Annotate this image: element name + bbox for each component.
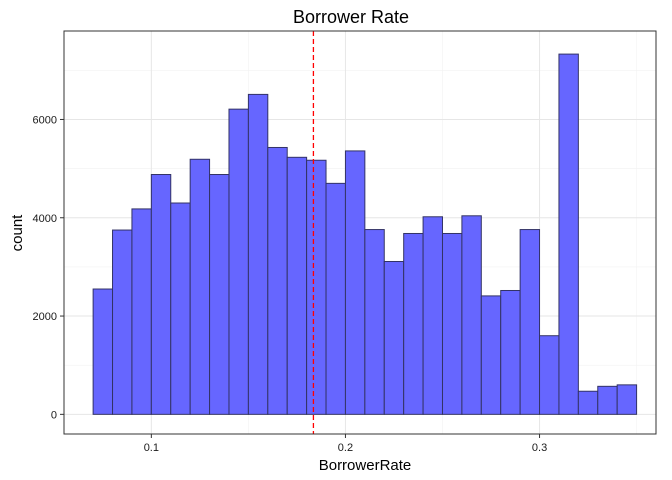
histogram-bar <box>286 156 308 415</box>
histogram-bar <box>500 289 521 415</box>
x-tick-label: 0.3 <box>532 442 547 454</box>
histogram-bar <box>616 384 638 415</box>
histogram-bar <box>403 232 424 415</box>
histogram-bar <box>422 216 443 415</box>
y-tick-label: 6000 <box>33 114 57 126</box>
chart-title: Borrower Rate <box>293 7 409 27</box>
histogram-bar <box>480 295 502 415</box>
panel-border <box>63 30 657 435</box>
x-axis-ticks: 0.1 0.2 0.3 <box>144 434 547 454</box>
y-axis-ticks: 0 2000 4000 6000 <box>33 114 64 421</box>
histogram-bar <box>209 174 230 415</box>
histogram-bar <box>539 335 560 415</box>
histogram-bar <box>92 288 114 415</box>
x-tick-label: 0.1 <box>144 442 159 454</box>
y-tick-label: 4000 <box>33 213 57 225</box>
histogram-bar <box>461 215 482 415</box>
y-tick-label: 0 <box>51 409 57 421</box>
histogram-bar <box>267 146 288 415</box>
histogram-bar <box>131 208 152 415</box>
x-tick-label: 0.2 <box>338 442 353 454</box>
histogram-bar <box>577 390 599 415</box>
histogram-bar <box>325 182 346 415</box>
histogram-bar <box>364 229 385 415</box>
histogram-bar <box>150 174 172 415</box>
histogram-bar <box>558 53 579 415</box>
histogram-bar <box>597 385 618 415</box>
histogram-bar <box>383 260 405 415</box>
histogram-bar <box>112 229 133 415</box>
histogram-bar <box>441 232 463 415</box>
x-axis-label: BorrowerRate <box>319 457 412 474</box>
histogram-bar <box>306 159 327 415</box>
histogram-bar <box>247 93 269 415</box>
histogram-bar <box>189 158 211 415</box>
histogram-bar <box>344 150 366 415</box>
histogram-bar <box>170 202 191 415</box>
histogram-bar <box>228 108 249 415</box>
histogram-bar <box>519 229 541 415</box>
y-axis-label: count <box>9 214 26 252</box>
bars <box>92 53 638 415</box>
y-tick-label: 2000 <box>33 311 57 323</box>
